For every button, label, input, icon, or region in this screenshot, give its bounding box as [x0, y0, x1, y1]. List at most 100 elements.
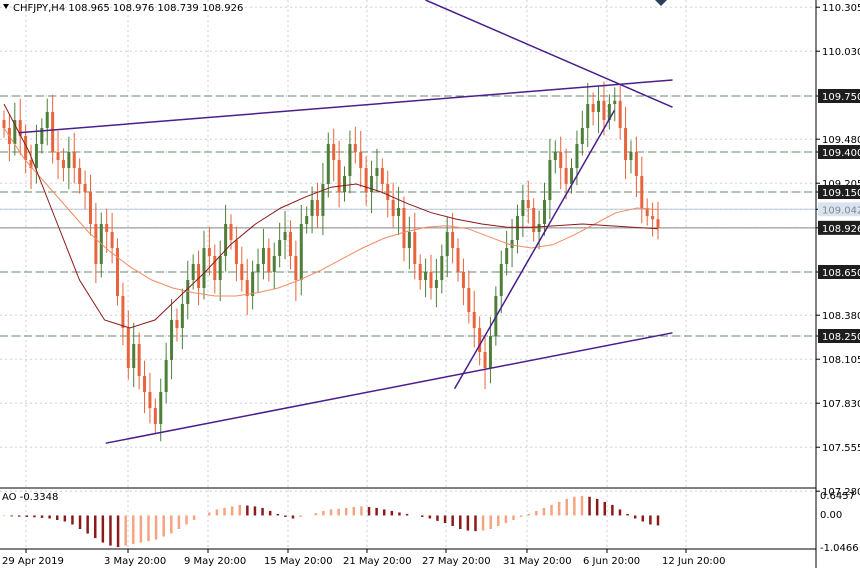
level-label-box — [818, 202, 860, 217]
candle-body — [521, 200, 525, 216]
candle-body — [126, 328, 130, 368]
ao-tick-zero: 0.00 — [820, 510, 842, 521]
x-tick-label: 29 Apr 2019 — [2, 556, 64, 567]
candle-body — [656, 219, 660, 228]
candle-body — [413, 232, 417, 264]
candle-body — [170, 320, 174, 360]
y-tick-label: 108.380 — [822, 311, 860, 322]
horizontal-levels — [0, 95, 816, 337]
candle-body — [278, 240, 282, 256]
y-tick-label: 107.555 — [822, 443, 860, 454]
candle-body — [472, 312, 476, 328]
candle-body — [386, 184, 390, 200]
level-label-text: 109.150 — [822, 188, 860, 199]
candle-body — [586, 104, 590, 128]
candle-body — [299, 224, 303, 280]
x-tick-label: 21 May 20:00 — [343, 556, 412, 567]
time-axis-labels: 29 Apr 2019 3 May 20:00 9 May 20:00 15 May … — [2, 549, 726, 567]
candle-body — [88, 192, 92, 224]
candle-body — [478, 328, 482, 352]
candle-body — [159, 392, 163, 424]
ma-slow-line — [3, 103, 659, 329]
candle-body — [267, 248, 271, 272]
y-tick-label: 110.030 — [822, 47, 860, 58]
candle-body — [645, 208, 649, 216]
candle-body — [51, 112, 55, 152]
candle-body — [467, 288, 471, 312]
candle-body — [499, 264, 503, 296]
x-tick-label: 3 May 20:00 — [104, 556, 166, 567]
level-label-box — [818, 145, 860, 159]
candle-body — [375, 168, 379, 176]
candle-body — [143, 376, 147, 392]
candle-body — [175, 320, 179, 328]
level-label-box — [818, 89, 860, 103]
candle-body — [575, 144, 579, 168]
trendline-falling-resistance — [425, 0, 673, 108]
candle-body — [618, 100, 622, 128]
x-tick-label: 15 May 20:00 — [264, 556, 333, 567]
level-label-text: 109.750 — [822, 92, 860, 103]
candle-body — [607, 104, 611, 120]
y-tick-label: 107.280 — [822, 487, 860, 498]
candle-body — [256, 264, 260, 272]
candle-body — [402, 208, 406, 248]
candle-body — [116, 248, 120, 296]
candle-body — [34, 144, 38, 168]
candle-body — [570, 168, 574, 184]
candle-body — [56, 152, 60, 160]
candle-body — [553, 152, 557, 160]
candle-body — [348, 144, 352, 176]
candle-body — [624, 128, 628, 160]
candle-body — [613, 100, 617, 104]
candle-body — [164, 360, 168, 392]
candle-body — [483, 352, 487, 368]
candle-body — [245, 280, 249, 296]
trendline-upper-channel — [18, 79, 673, 134]
candle-body — [651, 216, 655, 220]
candle-body — [240, 264, 244, 280]
x-tick-label: 6 Jun 20:00 — [583, 556, 640, 567]
candle-body — [213, 256, 217, 280]
candle-body — [321, 184, 325, 216]
candle-body — [364, 168, 368, 192]
candle-body — [45, 112, 49, 128]
candle-body — [337, 160, 341, 192]
level-label-text: 109.400 — [822, 148, 860, 159]
candle-body — [359, 152, 363, 168]
candle-body — [13, 120, 17, 144]
shift-marker-icon[interactable] — [655, 0, 667, 6]
candle-body — [515, 216, 519, 240]
candle-body — [418, 264, 422, 280]
symbol-label: CHFJPY,H4 108.965 108.976 108.739 108.92… — [13, 3, 243, 14]
candle-body — [505, 248, 509, 264]
candle-body — [429, 272, 433, 288]
moving-averages — [3, 103, 659, 329]
candle-body — [370, 176, 374, 192]
candle-body — [451, 232, 455, 248]
candle-body — [224, 224, 228, 256]
candle-body — [72, 152, 76, 168]
candle-body — [78, 168, 82, 184]
candle-body — [305, 216, 309, 224]
ma-fast-line — [3, 127, 659, 297]
ao-tick-low: -1.0466 — [820, 543, 859, 554]
candle-body — [537, 224, 541, 232]
candle-body — [105, 224, 109, 232]
candle-body — [343, 176, 347, 192]
candle-body — [29, 160, 33, 168]
x-tick-label: 27 May 20:00 — [422, 556, 491, 567]
candle-body — [180, 304, 184, 328]
candle-body — [380, 168, 384, 184]
candle-body — [526, 200, 530, 208]
candle-body — [407, 232, 411, 248]
candle-body — [424, 272, 428, 280]
candle-body — [229, 224, 233, 240]
triangle-down-icon[interactable] — [3, 4, 9, 9]
candle-body — [310, 200, 314, 216]
candle-body — [148, 392, 152, 408]
candle-body — [294, 256, 298, 280]
candle-body — [315, 200, 319, 216]
candle-body — [18, 120, 22, 136]
